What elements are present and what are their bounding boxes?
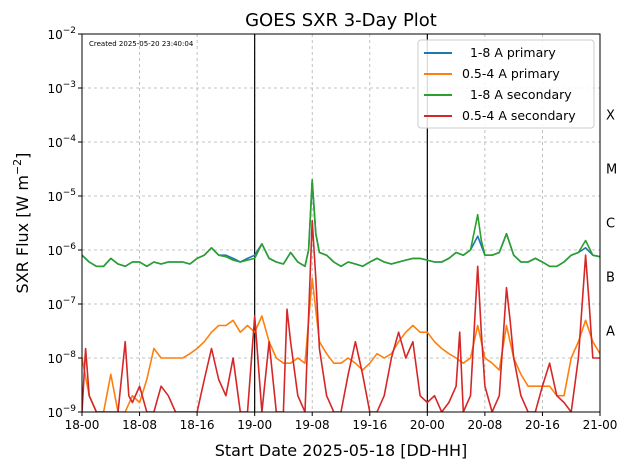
legend-label: 0.5-4 A secondary — [462, 108, 576, 123]
y-tick-base: 10 — [47, 244, 62, 258]
y-tick-exponent: −6 — [63, 242, 77, 252]
y-tick-exponent: −9 — [63, 404, 77, 414]
legend: 1-8 A primary 0.5-4 A primary 1-8 A secon… — [417, 39, 595, 129]
x-tick-label: 21-00 — [583, 418, 618, 432]
x-tick-label: 20-00 — [410, 418, 445, 432]
flare-class-label: B — [606, 271, 615, 286]
legend-label: 0.5-4 A primary — [462, 66, 560, 81]
legend-label: 1-8 A secondary — [462, 87, 572, 102]
y-tick-exponent: −4 — [63, 134, 77, 144]
y-axis-label: SXR Flux [W m−2] — [11, 153, 32, 294]
y-tick-base: 10 — [47, 82, 62, 96]
y-tick-base: 10 — [47, 136, 62, 150]
y-tick-exponent: −3 — [63, 80, 76, 90]
y-axis-label-main: SXR Flux [W m — [13, 175, 32, 293]
y-axis-ticks: 10−910−810−710−610−510−410−310−2 — [47, 26, 82, 420]
y-tick-label: 10−6 — [47, 242, 76, 258]
y-tick-base: 10 — [47, 406, 62, 420]
flare-class-label: X — [606, 109, 615, 124]
chart-title: GOES SXR 3-Day Plot — [245, 10, 437, 31]
y-tick-exponent: −5 — [63, 188, 76, 198]
flare-class-label: M — [606, 163, 617, 178]
y-tick-base: 10 — [47, 352, 62, 366]
y-tick-label: 10−9 — [47, 404, 76, 420]
series-lines — [82, 178, 600, 412]
x-axis-label: Start Date 2025-05-18 [DD-HH] — [215, 441, 468, 460]
x-tick-label: 19-08 — [295, 418, 330, 432]
flare-class-label: C — [606, 217, 615, 232]
x-tick-label: 20-16 — [525, 418, 560, 432]
series-line-3 — [82, 219, 600, 412]
y-tick-label: 10−7 — [47, 296, 76, 312]
y-axis-label-exponent: −2 — [11, 159, 24, 175]
y-tick-exponent: −2 — [63, 26, 76, 36]
y-tick-base: 10 — [47, 190, 62, 204]
x-tick-label: 18-16 — [180, 418, 215, 432]
y-tick-exponent: −8 — [63, 350, 77, 360]
y-tick-exponent: −7 — [63, 296, 76, 306]
y-tick-label: 10−2 — [47, 26, 76, 42]
x-tick-label: 19-00 — [237, 418, 272, 432]
x-tick-label: 18-08 — [122, 418, 157, 432]
flare-class-label: A — [606, 325, 615, 340]
legend-box — [417, 39, 595, 129]
y-tick-label: 10−4 — [47, 134, 76, 150]
created-timestamp: Created 2025-05-20 23:40:04 — [89, 40, 194, 48]
y-tick-base: 10 — [47, 28, 62, 42]
x-axis-ticks: 18-00 18-08 18-16 19-00 19-08 19-16 20-00 20-08… — [65, 412, 618, 432]
series-line-2 — [82, 178, 600, 268]
y-tick-base: 10 — [47, 298, 62, 312]
y-axis-label-end: ] — [13, 153, 32, 159]
x-tick-label: 19-16 — [352, 418, 387, 432]
y-tick-label: 10−3 — [47, 80, 76, 96]
y-tick-label: 10−5 — [47, 188, 76, 204]
x-tick-label: 20-08 — [467, 418, 502, 432]
y-tick-label: 10−8 — [47, 350, 76, 366]
x-tick-label: 18-00 — [65, 418, 100, 432]
legend-label: 1-8 A primary — [462, 45, 556, 60]
flare-class-labels: X M C B A — [606, 109, 617, 340]
plot-frame — [81, 33, 601, 413]
